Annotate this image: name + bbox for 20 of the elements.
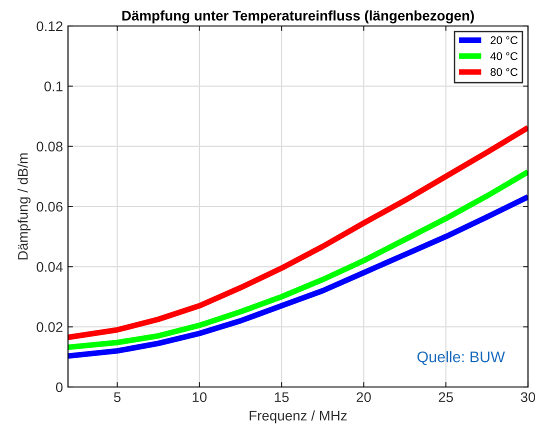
x-tick-label: 20 bbox=[356, 392, 371, 402]
y-tick-label: 0 bbox=[56, 382, 63, 392]
legend-label: 40 °C bbox=[490, 52, 518, 60]
annotation: Quelle: BUW bbox=[417, 351, 505, 366]
x-tick-label: 15 bbox=[274, 392, 289, 402]
legend-label: 20 °C bbox=[490, 36, 518, 44]
y-tick-label: 0.06 bbox=[36, 202, 63, 212]
chart-title: Dämpfung unter Temperatureinfluss (längenbezogen) bbox=[122, 10, 474, 24]
x-tick-label: 10 bbox=[192, 392, 207, 402]
x-tick-label: 25 bbox=[438, 392, 453, 402]
y-tick-label: 0.1 bbox=[44, 82, 62, 92]
legend-label: 80 °C bbox=[490, 68, 518, 76]
y-tick-label: 0.04 bbox=[36, 262, 63, 272]
y-tick-label: 0.02 bbox=[36, 322, 62, 332]
x-tick-label: 30 bbox=[520, 392, 535, 402]
y-tick-label: 0.12 bbox=[36, 21, 62, 32]
x-axis-title: Frequenz / MHz bbox=[250, 410, 347, 424]
y-axis-title: Dämpfung / dB/m bbox=[18, 153, 31, 260]
x-tick-label: 5 bbox=[114, 392, 121, 402]
y-tick-label: 0.08 bbox=[36, 142, 63, 152]
